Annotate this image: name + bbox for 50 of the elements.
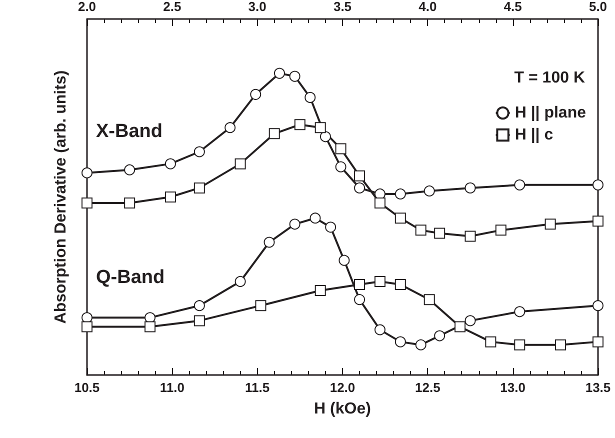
x2-tick-label: 4.5: [504, 0, 522, 14]
point: [325, 222, 336, 233]
x2-tick-label: 3.5: [333, 0, 352, 14]
point: [82, 321, 92, 332]
point: [555, 339, 566, 350]
point: [514, 339, 526, 350]
point: [434, 330, 446, 342]
legend-title: T = 100 K: [514, 70, 586, 86]
point: [514, 306, 526, 318]
x2-tick-label: 3.0: [248, 0, 266, 14]
annotation: Q-Band: [96, 267, 165, 288]
point: [314, 285, 326, 296]
x2-tick-label: 2.5: [163, 0, 182, 14]
point: [592, 336, 604, 348]
point: [310, 212, 321, 224]
x2-tick-label: 4.0: [418, 0, 437, 14]
point: [354, 294, 366, 306]
point: [415, 339, 426, 350]
x-tick-label: 13.5: [585, 380, 611, 395]
point: [424, 294, 435, 306]
legend-label: H || plane: [514, 104, 586, 122]
point: [374, 276, 386, 287]
point: [454, 321, 466, 332]
point: [194, 315, 205, 326]
point: [144, 321, 156, 332]
x-tick-label: 10.5: [74, 380, 100, 395]
x-tick-label: 11.0: [160, 380, 184, 395]
point: [394, 278, 406, 290]
point: [394, 336, 406, 348]
point: [592, 300, 604, 312]
point: [485, 336, 496, 348]
point: [264, 236, 275, 248]
x-tick-label: 11.5: [245, 380, 270, 395]
x-tick-label: 12.0: [330, 380, 356, 395]
x-axis-title: H (kOe): [314, 400, 371, 418]
x-tick-label: 13.0: [500, 380, 526, 395]
x2-tick-label: 2.0: [78, 0, 96, 14]
x2-tick-label: 5.0: [588, 0, 608, 14]
x-tick-label: 12.5: [415, 380, 440, 395]
point: [354, 278, 366, 290]
point: [289, 218, 300, 230]
point: [234, 276, 246, 287]
point: [194, 300, 205, 312]
y-axis-title: Absorption Derivative (arb. units): [52, 70, 70, 324]
legend-label: H || c: [514, 126, 554, 144]
point: [464, 315, 476, 326]
point: [255, 300, 266, 312]
point: [338, 254, 350, 266]
point: [374, 324, 386, 336]
annotation: X-Band: [96, 121, 162, 142]
